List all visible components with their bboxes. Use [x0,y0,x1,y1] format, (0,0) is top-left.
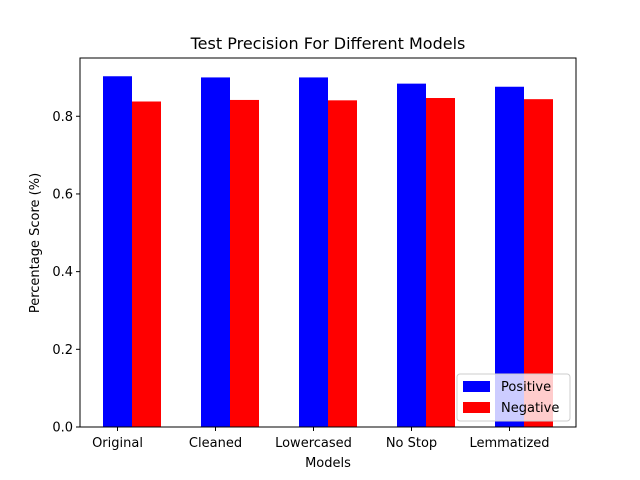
x-tick-label: Original [92,436,143,451]
x-tick-label: Cleaned [189,436,242,451]
bar-negative-no-stop [426,98,455,427]
plot-area [79,57,577,428]
legend-label-positive: Positive [501,380,551,395]
chart-title: Test Precision For Different Models [190,34,466,53]
bar-negative-original [132,101,161,427]
bar-positive-lowercased [299,77,328,427]
legend-swatch-negative [463,402,490,413]
plot-frame [79,57,577,428]
y-tick-label: 0.4 [52,265,73,280]
legend-swatch-positive [463,381,490,392]
x-tick-label: Lemmatized [469,436,549,451]
bar-negative-lemmatized [524,99,553,427]
y-axis-label: Percentage Score (%) [28,173,43,313]
x-axis: Original Cleaned Lowercased No Stop Lemmatiz… [92,427,550,451]
y-tick-label: 0.0 [52,421,73,436]
y-tick-label: 0.6 [52,187,73,202]
y-tick-label: 0.2 [52,343,73,358]
bar-positive-cleaned [201,77,230,427]
legend: Positive Negative [456,373,571,422]
x-tick-label: Lowercased [275,436,352,451]
y-tick-label: 0.8 [52,110,73,125]
x-tick-label: No Stop [386,436,437,451]
x-axis-label: Models [305,456,351,471]
bar-negative-cleaned [230,99,259,428]
y-axis: 0.0 0.2 0.4 0.6 0.8 [52,110,80,436]
bar-positive-no-stop [397,83,426,427]
bar-positive-original [103,76,132,427]
bar-negative-lowercased [328,100,357,428]
bar-positive-lemmatized [495,86,524,427]
legend-label-negative: Negative [501,401,559,416]
